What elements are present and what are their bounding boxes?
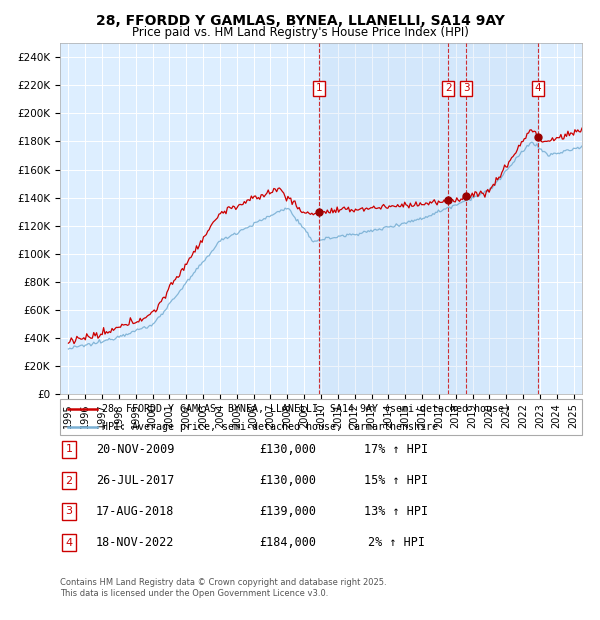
- Text: Price paid vs. HM Land Registry's House Price Index (HPI): Price paid vs. HM Land Registry's House …: [131, 26, 469, 39]
- Text: 3: 3: [65, 507, 73, 516]
- Text: 1: 1: [316, 83, 322, 93]
- Text: 2% ↑ HPI: 2% ↑ HPI: [367, 536, 425, 549]
- Text: £130,000: £130,000: [260, 474, 317, 487]
- Bar: [319, 43, 538, 394]
- Text: £130,000: £130,000: [260, 443, 317, 456]
- Text: £184,000: £184,000: [260, 536, 317, 549]
- Text: 2: 2: [445, 83, 452, 93]
- Text: 4: 4: [535, 83, 541, 93]
- Text: £139,000: £139,000: [260, 505, 317, 518]
- Text: 1: 1: [65, 445, 73, 454]
- Text: 3: 3: [463, 83, 470, 93]
- Text: 26-JUL-2017: 26-JUL-2017: [96, 474, 174, 487]
- Text: 17-AUG-2018: 17-AUG-2018: [96, 505, 174, 518]
- Text: 2: 2: [65, 476, 73, 485]
- Text: 4: 4: [65, 538, 73, 547]
- Text: 15% ↑ HPI: 15% ↑ HPI: [364, 474, 428, 487]
- Text: 17% ↑ HPI: 17% ↑ HPI: [364, 443, 428, 456]
- Text: 28, FFORDD Y GAMLAS, BYNEA, LLANELLI, SA14 9AY: 28, FFORDD Y GAMLAS, BYNEA, LLANELLI, SA…: [95, 14, 505, 28]
- Text: 28, FFORDD Y GAMLAS, BYNEA, LLANELLI, SA14 9AY (semi-detached house): 28, FFORDD Y GAMLAS, BYNEA, LLANELLI, SA…: [102, 404, 510, 414]
- Text: HPI: Average price, semi-detached house, Carmarthenshire: HPI: Average price, semi-detached house,…: [102, 422, 438, 432]
- Text: This data is licensed under the Open Government Licence v3.0.: This data is licensed under the Open Gov…: [60, 589, 328, 598]
- Text: Contains HM Land Registry data © Crown copyright and database right 2025.: Contains HM Land Registry data © Crown c…: [60, 578, 386, 587]
- Text: 20-NOV-2009: 20-NOV-2009: [96, 443, 174, 456]
- Text: 18-NOV-2022: 18-NOV-2022: [96, 536, 174, 549]
- Text: 13% ↑ HPI: 13% ↑ HPI: [364, 505, 428, 518]
